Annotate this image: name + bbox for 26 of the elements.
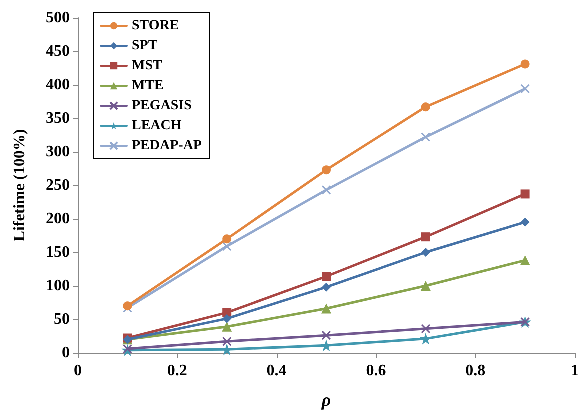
y-tick-label: 100 — [46, 278, 70, 294]
y-tick-label: 300 — [46, 144, 70, 160]
legend-label: MST — [132, 58, 163, 74]
y-tick-label: 150 — [46, 244, 70, 261]
legend-label: PEDAP-AP — [132, 138, 202, 154]
legend-label: MTE — [132, 78, 164, 94]
x-tick-label: 1 — [571, 362, 579, 380]
y-tick-label: 400 — [46, 76, 70, 94]
y-tick-label: 350 — [46, 110, 70, 127]
y-tick-label: 450 — [46, 43, 70, 60]
y-tick-label: 200 — [46, 210, 70, 228]
legend-label: SPT — [132, 38, 158, 54]
x-tick-label: 0.6 — [366, 362, 386, 380]
y-tick-label: 500 — [46, 10, 70, 26]
x-tick-label: 0 — [74, 362, 82, 380]
legend-label: PEGASIS — [132, 98, 192, 114]
legend-label: LEACH — [132, 118, 182, 134]
x-tick-label: 0.2 — [167, 362, 188, 380]
y-tick-label: 50 — [54, 311, 70, 328]
x-tick-label: 0.4 — [266, 362, 287, 380]
y-tick-label: 0 — [62, 344, 70, 362]
legend-label: STORE — [132, 18, 180, 34]
y-tick-label: 250 — [46, 177, 70, 194]
x-tick-label: 0.8 — [466, 362, 486, 380]
y-axis-title: Lifetime (100%) — [12, 129, 28, 242]
x-axis-title: ρ — [320, 390, 332, 410]
